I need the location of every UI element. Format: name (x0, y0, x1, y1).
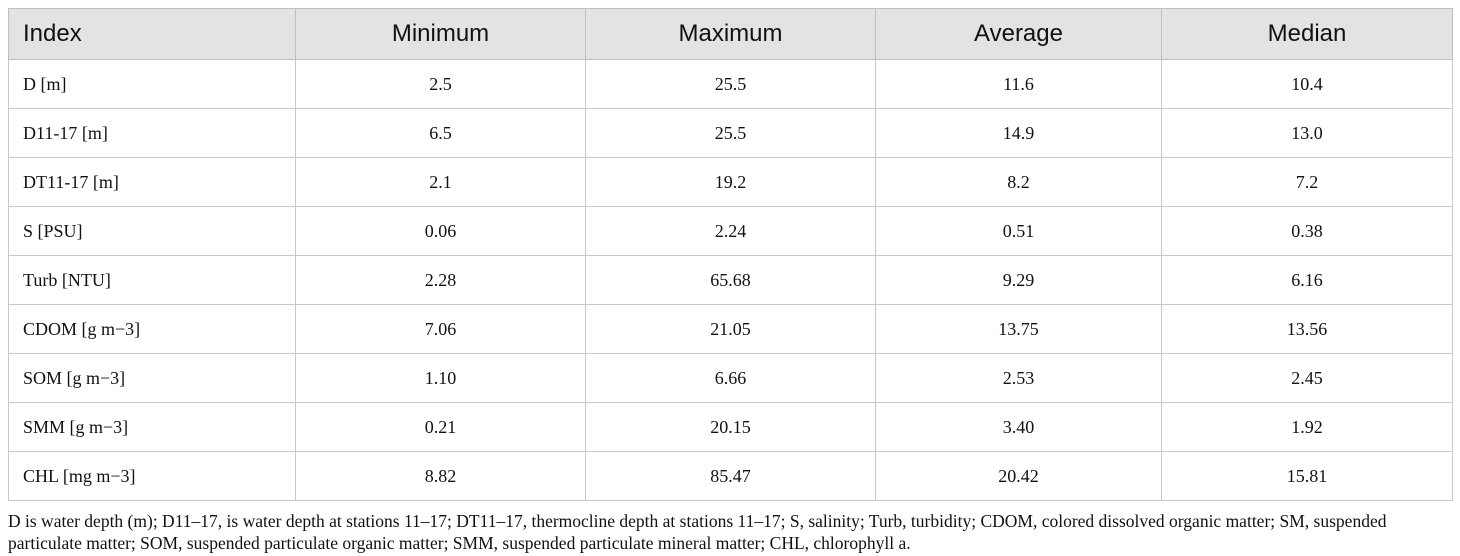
cell-average: 9.29 (875, 255, 1162, 305)
cell-maximum: 25.5 (585, 108, 876, 158)
cell-maximum: 25.5 (585, 59, 876, 109)
table-row: D11-17 [m] 6.5 25.5 14.9 13.0 (8, 108, 1453, 158)
row-label: D11-17 [m] (8, 108, 296, 158)
cell-average: 13.75 (875, 304, 1162, 354)
table-row: SMM [g m−3] 0.21 20.15 3.40 1.92 (8, 402, 1453, 452)
header-minimum: Minimum (295, 8, 586, 60)
row-label: DT11-17 [m] (8, 157, 296, 207)
row-label: S [PSU] (8, 206, 296, 256)
cell-minimum: 7.06 (295, 304, 586, 354)
cell-maximum: 20.15 (585, 402, 876, 452)
cell-median: 1.92 (1161, 402, 1453, 452)
row-label: CHL [mg m−3] (8, 451, 296, 501)
cell-minimum: 0.06 (295, 206, 586, 256)
cell-maximum: 65.68 (585, 255, 876, 305)
cell-minimum: 2.1 (295, 157, 586, 207)
cell-average: 11.6 (875, 59, 1162, 109)
header-maximum: Maximum (585, 8, 876, 60)
cell-average: 0.51 (875, 206, 1162, 256)
cell-average: 8.2 (875, 157, 1162, 207)
cell-minimum: 0.21 (295, 402, 586, 452)
cell-maximum: 21.05 (585, 304, 876, 354)
cell-average: 14.9 (875, 108, 1162, 158)
statistics-table: Index Minimum Maximum Average Median D [… (8, 8, 1453, 501)
header-row: Index Minimum Maximum Average Median (8, 8, 1453, 60)
header-index: Index (8, 8, 296, 60)
cell-minimum: 6.5 (295, 108, 586, 158)
row-label: SOM [g m−3] (8, 353, 296, 403)
cell-median: 10.4 (1161, 59, 1453, 109)
cell-minimum: 2.5 (295, 59, 586, 109)
cell-median: 13.0 (1161, 108, 1453, 158)
cell-median: 6.16 (1161, 255, 1453, 305)
table-row: SOM [g m−3] 1.10 6.66 2.53 2.45 (8, 353, 1453, 403)
cell-median: 7.2 (1161, 157, 1453, 207)
row-label: SMM [g m−3] (8, 402, 296, 452)
cell-maximum: 19.2 (585, 157, 876, 207)
table-row: CHL [mg m−3] 8.82 85.47 20.42 15.81 (8, 451, 1453, 501)
cell-maximum: 85.47 (585, 451, 876, 501)
row-label: Turb [NTU] (8, 255, 296, 305)
row-label: D [m] (8, 59, 296, 109)
cell-average: 2.53 (875, 353, 1162, 403)
cell-maximum: 6.66 (585, 353, 876, 403)
cell-median: 0.38 (1161, 206, 1453, 256)
table-row: DT11-17 [m] 2.1 19.2 8.2 7.2 (8, 157, 1453, 207)
cell-median: 2.45 (1161, 353, 1453, 403)
header-median: Median (1161, 8, 1453, 60)
table-row: Turb [NTU] 2.28 65.68 9.29 6.16 (8, 255, 1453, 305)
cell-minimum: 1.10 (295, 353, 586, 403)
cell-median: 13.56 (1161, 304, 1453, 354)
table-footnote: D is water depth (m); D11–17, is water d… (8, 511, 1387, 553)
cell-minimum: 8.82 (295, 451, 586, 501)
table-container: Index Minimum Maximum Average Median D [… (8, 8, 1453, 554)
table-row: S [PSU] 0.06 2.24 0.51 0.38 (8, 206, 1453, 256)
cell-average: 3.40 (875, 402, 1162, 452)
header-average: Average (875, 8, 1162, 60)
cell-median: 15.81 (1161, 451, 1453, 501)
row-label: CDOM [g m−3] (8, 304, 296, 354)
cell-minimum: 2.28 (295, 255, 586, 305)
cell-maximum: 2.24 (585, 206, 876, 256)
table-row: CDOM [g m−3] 7.06 21.05 13.75 13.56 (8, 304, 1453, 354)
table-row: D [m] 2.5 25.5 11.6 10.4 (8, 59, 1453, 109)
cell-average: 20.42 (875, 451, 1162, 501)
